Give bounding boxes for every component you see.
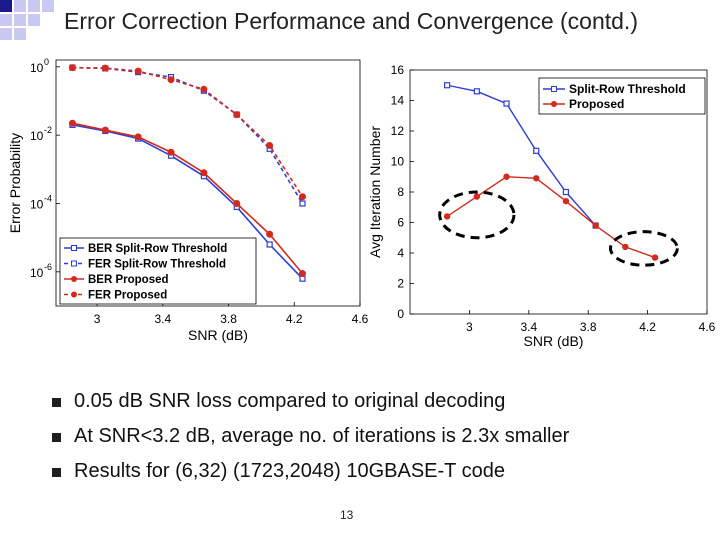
chart1-frame: [55, 59, 361, 307]
chart2-y-tick-label: 8: [397, 185, 404, 199]
chart2-legend-label: Split-Row Threshold: [569, 82, 686, 96]
logo-squares: [0, 0, 54, 40]
chart2-annotation-ellipse: [438, 190, 516, 240]
chart2-x-tick-label: 3: [466, 320, 473, 334]
chart2-data-point: [592, 222, 599, 229]
bullet-text: 0.05 dB SNR loss compared to original de…: [74, 390, 506, 412]
chart2-data-point: [473, 193, 481, 200]
chart2-y-tick-label: 0: [397, 307, 404, 321]
chart1-data-point: [134, 133, 142, 141]
chart2-data-point: [443, 213, 451, 220]
chart1-data-point: [200, 169, 208, 177]
chart2-data-point: [622, 243, 629, 251]
chart1-y-tick-exponent: 0: [44, 57, 49, 67]
chart1-legend-marker: [71, 276, 77, 282]
chart2-y-axis-label: Avg Iteration Number: [367, 126, 383, 258]
chart1-data-point: [233, 200, 241, 207]
chart2-data-point: [533, 175, 540, 182]
chart2-data-point: [651, 254, 659, 261]
chart1-y-tick-exponent: -6: [44, 262, 52, 272]
chart1-series-line: [72, 122, 304, 275]
chart1-series-line: [72, 124, 304, 280]
chart2-data-point: [562, 197, 570, 205]
chart1-y-tick-label: 10: [30, 129, 44, 143]
bullet-item: 0.05 dB SNR loss compared to original de…: [52, 384, 569, 419]
chart1-x-tick-label: 3.4: [154, 312, 171, 326]
chart2-x-tick-label: 4.2: [639, 320, 656, 334]
chart1-data-point: [299, 200, 306, 207]
chart1-data-point: [233, 111, 241, 119]
chart1-data-point: [101, 64, 109, 72]
bullet-square-icon: [52, 468, 61, 477]
chart2-annotation-ellipse: [608, 230, 679, 267]
chart2-y-tick-label: 16: [391, 63, 405, 77]
chart1-data-point: [167, 148, 175, 156]
chart1-y-tick-label: 10: [30, 266, 44, 280]
chart1-data-point: [266, 241, 273, 248]
chart1-legend-marker: [71, 260, 77, 267]
chart1-data-point: [68, 64, 76, 72]
chart2-y-tick-label: 14: [391, 94, 405, 108]
chart1-data-point: [266, 141, 274, 149]
chart1-y-tick-label: 10: [30, 61, 44, 75]
chart2-data-point: [503, 100, 510, 107]
slide-title: Error Correction Performance and Converg…: [64, 8, 638, 34]
chart1-legend-marker: [71, 291, 77, 298]
chart1-series-line: [72, 66, 304, 204]
chart1-data-point: [68, 119, 76, 127]
chart1-data-point: [101, 126, 109, 134]
chart1-data-point: [298, 193, 306, 201]
chart1-x-tick-label: 3.8: [220, 312, 237, 326]
bullet-item: Results for (6,32) (1723,2048) 10GBASE-T…: [52, 454, 569, 489]
chart1-data-point: [266, 230, 274, 238]
chart1-x-axis-label: SNR (dB): [188, 327, 248, 343]
chart1-legend-box: [59, 237, 257, 305]
chart2-x-axis-label: SNR (dB): [524, 333, 584, 349]
chart2-y-tick-label: 12: [391, 124, 405, 138]
chart1-data-point: [134, 67, 142, 75]
chart1-y-tick-label: 10: [30, 198, 44, 212]
bullet-text: Results for (6,32) (1723,2048) 10GBASE-T…: [74, 460, 505, 482]
chart1-y-tick-exponent: -2: [44, 125, 52, 135]
chart2-data-point: [562, 188, 570, 196]
chart1-legend-label: FER Proposed: [88, 290, 167, 302]
chart2-data-point: [503, 173, 510, 180]
chart1-x-tick-label: 4.2: [286, 312, 303, 326]
chart1-legend-marker: [71, 245, 77, 251]
chart1-legend-label: FER Split-Row Threshold: [88, 259, 226, 271]
bullet-square-icon: [52, 398, 61, 407]
page-number: 13: [340, 508, 354, 522]
chart1-data-point: [167, 76, 175, 84]
bullet-item: At SNR<3.2 dB, average no. of iterations…: [52, 419, 569, 454]
chart2-data-point: [473, 88, 480, 95]
chart2-y-tick-label: 10: [391, 155, 405, 169]
bullet-text: At SNR<3.2 dB, average no. of iterations…: [74, 425, 570, 447]
chart2-x-tick-label: 3.8: [580, 320, 597, 334]
chart2-x-tick-label: 4.6: [699, 320, 716, 334]
chart2-y-tick-label: 4: [397, 246, 404, 260]
chart2-legend-marker: [551, 86, 557, 92]
bullet-square-icon: [52, 433, 61, 442]
chart1-y-tick-exponent: -4: [44, 194, 52, 204]
bullet-list: 0.05 dB SNR loss compared to original de…: [52, 384, 569, 489]
chart1-data-point: [200, 85, 208, 93]
chart2-x-tick-label: 3.4: [520, 320, 537, 334]
chart2-data-point: [533, 147, 540, 154]
chart1-legend-label: BER Split-Row Threshold: [88, 243, 227, 255]
chart2-y-tick-label: 6: [397, 216, 404, 230]
chart1-series-line: [72, 66, 304, 198]
chart1-data-point: [298, 270, 306, 278]
chart2-series-line: [446, 84, 597, 227]
chart1-x-tick-label: 4.6: [352, 312, 369, 326]
chart2-legend-box: [538, 77, 706, 115]
chart2-data-point: [444, 82, 451, 89]
chart2-legend-label: Proposed: [569, 97, 624, 111]
chart1-x-tick-label: 3: [94, 312, 101, 326]
chart2-legend-marker: [551, 101, 557, 107]
chart2-y-tick-label: 2: [397, 277, 404, 291]
chart1-y-axis-label: Error Probability: [7, 133, 23, 233]
chart2-series-line: [446, 176, 656, 259]
chart1-legend-label: BER Proposed: [88, 274, 169, 286]
